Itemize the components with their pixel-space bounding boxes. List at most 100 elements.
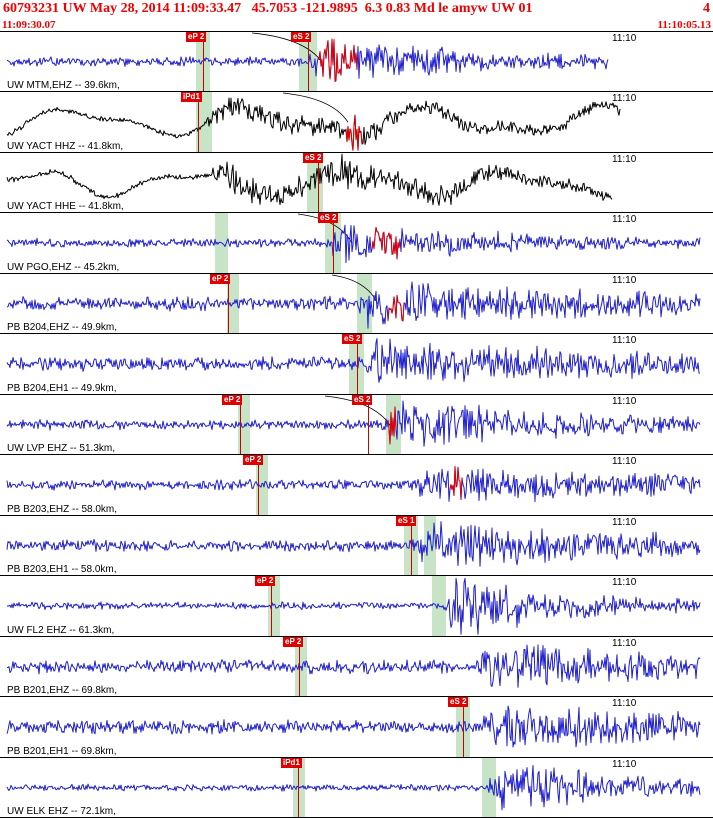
time-window-bar: 11:09:30.07 11:10:05.13: [0, 18, 713, 31]
trace-panel[interactable]: 11:10 PB B204,EHZ -- 49.9km, eP 2: [0, 272, 713, 334]
pick-flag[interactable]: eS 2: [352, 394, 373, 405]
red-pick-segment: [387, 406, 397, 445]
waveform: [6, 153, 613, 206]
waveform: [6, 705, 701, 748]
pick-line: [318, 161, 319, 213]
time-tick-label: 11:10: [612, 153, 637, 165]
waveform: [6, 578, 701, 635]
trace-line: [6, 520, 701, 567]
red-pick-segment: [387, 294, 405, 322]
trace-line: [6, 38, 609, 82]
time-tick-label: 11:10: [612, 395, 637, 407]
waveform: [6, 466, 701, 503]
trace-panel[interactable]: 11:10 PB B203,EH1 -- 58.0km, eS 1: [0, 514, 713, 576]
pick-line: [240, 403, 241, 455]
trace-line: [7, 281, 701, 329]
station-label: PB B204,EH1 -- 49.9km,: [7, 382, 117, 394]
pick-line: [271, 585, 272, 636]
arrival-window-band: [238, 394, 250, 455]
pick-flag[interactable]: eP 2: [210, 273, 231, 284]
pick-line: [308, 41, 309, 92]
trace-line: [6, 153, 613, 206]
waveform: [6, 395, 701, 447]
pick-flag[interactable]: eS 2: [448, 697, 469, 708]
time-tick-label: 11:10: [612, 698, 637, 710]
window-start-time: 11:09:30.07: [2, 18, 56, 31]
trace-line: [6, 400, 701, 447]
time-tick-label: 11:10: [612, 335, 637, 347]
time-tick-label: 11:10: [612, 33, 637, 44]
red-pick-segment: [371, 227, 401, 260]
red-pick-segment: [345, 115, 363, 152]
trace-line: [6, 98, 621, 152]
pick-line: [198, 101, 199, 152]
red-pick-segment: [449, 466, 463, 501]
trace-panel[interactable]: 11:10 UW FL2 EHZ -- 61.3km, eP 2: [0, 575, 713, 636]
time-tick-label: 11:10: [612, 758, 637, 770]
pick-flag[interactable]: iPd1: [181, 92, 202, 103]
arrival-window-band: [196, 92, 212, 152]
pick-flag[interactable]: eP 2: [243, 455, 264, 466]
trace-panel[interactable]: 11:10 UW YACT HHZ -- 41.8km, iPd1: [0, 91, 713, 152]
trace-line: [6, 578, 701, 635]
trace-line: [6, 466, 701, 503]
trace-panel[interactable]: 11:10 UW PGO,EHZ -- 45.2km, eS 2: [0, 212, 713, 273]
pick-line: [411, 524, 412, 576]
trace-line: [6, 705, 701, 748]
station-label: UW PGO,EHZ -- 45.2km,: [7, 261, 120, 273]
pick-flag[interactable]: eP 2: [283, 636, 304, 647]
traveltime-curve: [297, 214, 353, 244]
trace-line: [6, 644, 701, 688]
event-summary-bar: 60793231 UW May 28, 2014 11:09:33.47 45.…: [0, 0, 713, 18]
trace-panel[interactable]: 11:10 UW ELK EHZ -- 72.1km, iPd1: [0, 756, 713, 818]
pick-flag[interactable]: eS 2: [303, 152, 324, 163]
time-tick-label: 11:10: [612, 516, 637, 528]
trace-panel[interactable]: 11:10 PB B204,EH1 -- 49.9km, eS 2: [0, 333, 713, 394]
waveform: [6, 764, 701, 810]
pick-flag[interactable]: eP 2: [222, 394, 243, 405]
pick-flag[interactable]: eS 2: [318, 213, 339, 224]
trace-line: [6, 338, 701, 384]
station-label: UW YACT HHE -- 41.8km,: [7, 201, 124, 213]
pick-flag[interactable]: eS 1: [396, 515, 417, 526]
time-tick-label: 11:10: [612, 93, 637, 105]
pick-line: [203, 41, 204, 92]
trace-panel[interactable]: 11:10 PB B203,EHZ -- 58.0km, eP 2: [0, 454, 713, 515]
event-summary-text: 60793231 UW May 28, 2014 11:09:33.47 45.…: [3, 1, 533, 16]
time-tick-label: 11:10: [612, 637, 637, 649]
red-pick-segment: [317, 38, 358, 82]
pick-line: [333, 222, 334, 273]
traveltime-curve: [282, 93, 349, 123]
pick-line: [298, 766, 299, 818]
trace-panels: 11:10 UW MTM,EHZ -- 39.6km, eP 2 eS 2 11:…: [0, 31, 713, 818]
time-tick-label: 11:10: [612, 577, 637, 589]
pick-line: [463, 706, 464, 757]
trace-panel[interactable]: 11:10 PB B201,EHZ -- 69.8km, eP 2: [0, 635, 713, 697]
station-label: PB B201,EHZ -- 69.8km,: [7, 685, 118, 697]
window-end-time: 11:10:05.13: [657, 18, 711, 31]
waveform: [6, 338, 701, 384]
station-label: PB B204,EHZ -- 49.9km,: [7, 322, 118, 334]
pick-line: [357, 343, 358, 394]
station-label: PB B201,EH1 -- 69.8km,: [7, 745, 117, 757]
trace-panel[interactable]: 11:10 PB B201,EH1 -- 69.8km, eS 2: [0, 696, 713, 757]
traveltime-curve: [331, 274, 379, 305]
traveltime-curve: [251, 32, 323, 63]
pick-flag[interactable]: iPd1: [281, 757, 302, 768]
pick-flag[interactable]: eS 2: [291, 32, 312, 42]
pick-flag[interactable]: eP 2: [255, 576, 276, 587]
station-label: UW YACT HHZ -- 41.8km,: [7, 140, 124, 152]
pick-line: [258, 464, 259, 515]
pick-flag[interactable]: eS 2: [342, 334, 363, 345]
trace-panel[interactable]: 11:10 UW MTM,EHZ -- 39.6km, eP 2 eS 2: [0, 31, 713, 92]
station-label: UW LVP EHZ -- 51.3km,: [7, 443, 115, 455]
waveform: [6, 520, 701, 567]
pick-line: [228, 282, 229, 334]
time-tick-label: 11:10: [612, 214, 637, 226]
trace-panel[interactable]: 11:10 UW YACT HHE -- 41.8km, eS 2: [0, 151, 713, 213]
pick-line: [368, 403, 369, 455]
pick-flag[interactable]: eP 2: [186, 32, 207, 42]
trace-panel[interactable]: 11:10 UW LVP EHZ -- 51.3km, eP 2 eS 2: [0, 393, 713, 455]
station-label: UW MTM,EHZ -- 39.6km,: [7, 80, 120, 92]
